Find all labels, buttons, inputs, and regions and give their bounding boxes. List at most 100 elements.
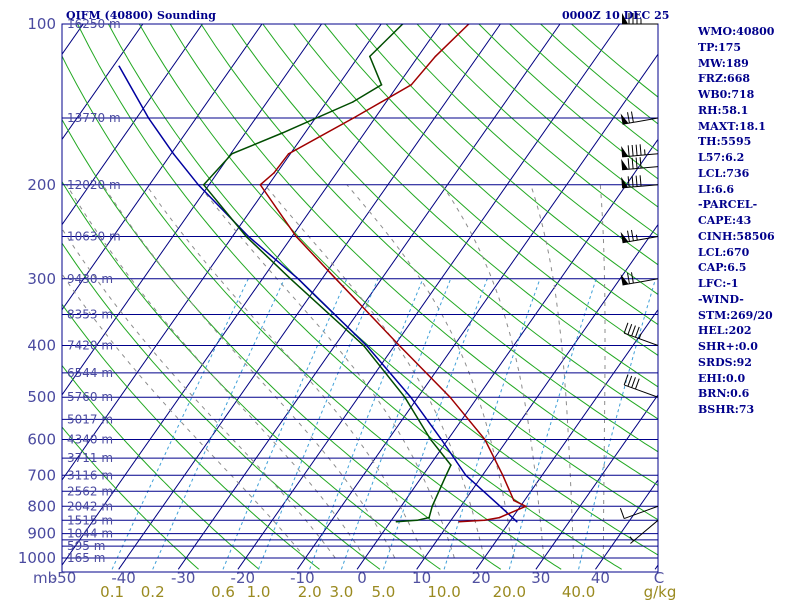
dewpoint-point — [352, 101, 354, 103]
temperature-profile-line — [259, 24, 528, 523]
parcel-point — [410, 396, 412, 399]
wind-barb-feather — [631, 175, 634, 187]
wind-barb-pennant — [622, 13, 628, 24]
valid-time: 0000Z 10 DEC 25 — [562, 9, 670, 22]
dry-adiabat — [62, 364, 260, 570]
temperature-point — [434, 55, 437, 58]
index-item: TH:5595 — [698, 135, 752, 149]
wind-barb-feather — [627, 230, 630, 242]
height-label: 16250 m — [67, 17, 121, 31]
height-label: 7420 m — [67, 339, 113, 353]
parcel-point — [197, 184, 200, 186]
wind-barb — [629, 519, 659, 544]
wind-barb-pennant — [621, 176, 629, 188]
wind-barb-pennant — [620, 113, 629, 125]
isotherm-line — [62, 24, 203, 226]
wind-barb-feather — [635, 157, 638, 169]
index-item: L57:6.2 — [698, 151, 745, 164]
dewpoint-point — [395, 520, 398, 523]
parcel-point — [516, 520, 518, 523]
wind-barb-feather — [627, 145, 630, 157]
dry-adiabat — [77, 24, 622, 570]
index-item: CAP:6.5 — [698, 261, 747, 275]
parcel-point — [465, 474, 467, 477]
height-label: 1515 m — [67, 513, 113, 527]
isotherm-line — [416, 223, 658, 570]
temperature-point — [287, 153, 290, 155]
index-item: EHI:0.0 — [698, 371, 746, 385]
mixing-ratio-label: 20.0 — [493, 583, 526, 600]
station-title: QIFM (40800) Sounding — [66, 9, 216, 22]
index-item: FRZ:668 — [698, 72, 751, 86]
pressure-tick-label: 300 — [27, 270, 56, 288]
wind-barb-staff — [624, 332, 659, 346]
temperature-tick-label: 0 — [357, 569, 367, 587]
isotherm-line — [62, 24, 144, 141]
temperature-point — [513, 499, 515, 502]
wind-barb-feather — [635, 144, 638, 156]
index-item: SHR+:0.0 — [698, 340, 758, 353]
temperature-point — [525, 505, 527, 508]
wind-barb-staff — [622, 278, 659, 286]
index-item: LFC:-1 — [698, 277, 739, 290]
wind-barb-feather — [627, 272, 630, 284]
dewpoint-point — [450, 464, 452, 466]
moist-adiabat — [66, 184, 366, 559]
height-label: 12020 m — [67, 178, 121, 192]
isotherm-line — [62, 24, 442, 567]
index-item: MAXT:18.1 — [698, 119, 766, 133]
parcel-profile-line — [118, 65, 518, 523]
dewpoint-point — [431, 505, 434, 508]
mixing-ratio-label: 2.0 — [298, 583, 322, 600]
height-label: 165 m — [67, 551, 105, 565]
dry-adiabat — [138, 24, 658, 521]
height-label: 5017 m — [67, 412, 113, 426]
height-label: 3711 m — [67, 451, 113, 465]
dewpoint-point — [380, 84, 383, 86]
mixing-ratio-label: 0.6 — [211, 583, 235, 600]
index-item: RH:58.1 — [698, 103, 749, 117]
wind-barb-feather — [639, 175, 642, 187]
mixing-ratio-label: 0.1 — [100, 583, 124, 600]
wind-barb-staff — [622, 236, 659, 244]
dewpoint-point — [445, 474, 447, 477]
pressure-unit-label: mb — [33, 569, 57, 587]
index-item: LI:6.6 — [698, 182, 735, 196]
wind-barb-feather — [634, 378, 640, 390]
pressure-tick-label: 800 — [27, 497, 56, 515]
wind-barb-staff — [622, 117, 659, 125]
dry-adiabat — [293, 24, 658, 356]
wind-barbs — [619, 13, 659, 544]
sounding-indices-list: WMO:40800 TP:175 MW:189 FRZ:668 WB0:718 RH:58… — [698, 24, 775, 418]
wind-barb-staff — [624, 505, 659, 520]
parcel-point — [172, 153, 175, 155]
mixing-ratio-label: 3.0 — [329, 583, 353, 600]
wind-barb-feather — [639, 157, 642, 169]
pressure-tick-label: 500 — [27, 388, 56, 406]
dewpoint-point — [231, 153, 233, 155]
wind-barb-feather — [631, 325, 636, 337]
isotherm-line — [62, 24, 323, 396]
pressure-tick-label: 100 — [27, 15, 56, 33]
index-item: STM:269/20 — [698, 308, 773, 322]
index-item: TP:175 — [698, 40, 742, 54]
index-item: MW:189 — [698, 56, 749, 70]
index-item: CAPE:43 — [698, 214, 752, 227]
temperature-point — [449, 396, 451, 399]
temperature-tick-label: -40 — [111, 569, 136, 587]
wind-barb-half-feather — [638, 333, 642, 339]
wind-barb-feather — [630, 272, 634, 284]
height-label: 8353 m — [67, 308, 113, 322]
wind-barb-feather — [634, 326, 640, 338]
wind-barb-staff — [630, 519, 659, 544]
temperature-point — [498, 516, 501, 519]
parcel-point — [365, 344, 368, 347]
plot-frame — [61, 23, 659, 573]
wind-barb — [621, 175, 659, 189]
dry-adiabat — [62, 118, 502, 570]
wind-barb-feather — [619, 508, 625, 519]
pressure-tick-label: 1000 — [18, 549, 56, 567]
height-label: 13770 m — [67, 111, 121, 125]
dewpoint-profile-line — [202, 24, 452, 523]
